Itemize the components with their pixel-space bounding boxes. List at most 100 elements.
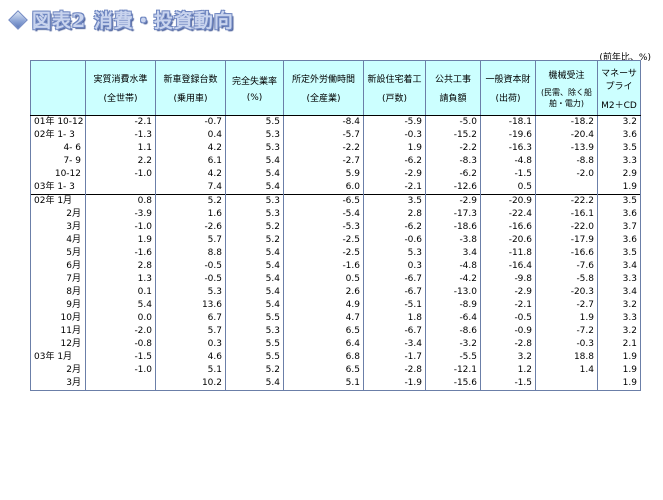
table-cell: 4.2	[155, 168, 226, 181]
row-label: 2月	[30, 208, 86, 221]
table-cell: 5.3	[225, 194, 284, 208]
table-cell: 3.6	[597, 234, 641, 247]
row-label: 03年 1- 3	[30, 181, 86, 195]
column-header-title: 新車登録台数	[163, 75, 218, 85]
table-cell: 5.4	[225, 260, 284, 273]
table-cell: -16.3	[480, 142, 536, 155]
row-label: 03年 1月	[30, 351, 86, 364]
table-cell: -5.9	[363, 115, 426, 129]
table-row: 6月 2.8 -0.5 5.4 -1.6 0.3 -4.8 -16.4 -7.6 3.4	[30, 260, 641, 273]
table-cell: -16.4	[480, 260, 536, 273]
table-cell: -3.2	[425, 338, 481, 351]
table-cell: -5.5	[425, 351, 481, 364]
table-cell: 5.4	[225, 155, 284, 168]
table-cell: 1.2	[480, 364, 536, 377]
table-cell: -0.6	[363, 234, 426, 247]
table-cell: -20.4	[535, 129, 598, 142]
table-cell: 3.3	[597, 155, 641, 168]
table-cell: 1.9	[597, 377, 641, 391]
table-cell: 0.1	[85, 286, 156, 299]
table-cell: -5.3	[283, 221, 364, 234]
table-cell	[85, 181, 156, 195]
table-cell: -1.3	[85, 129, 156, 142]
column-header-title: 一般資本財	[485, 75, 531, 85]
row-label: 10月	[30, 312, 86, 325]
table-cell: 5.4	[85, 299, 156, 312]
row-label: 4- 6	[30, 142, 86, 155]
table-cell: 5.4	[225, 181, 284, 195]
table-cell: 4.9	[283, 299, 364, 312]
table-cell: 0.4	[155, 129, 226, 142]
table-cell: -4.2	[425, 273, 481, 286]
table-row: 7- 9 2.2 6.1 5.4 -2.7 -6.2 -8.3 -4.8 -8.8 3.3	[30, 155, 641, 168]
table-cell: -7.2	[535, 325, 598, 338]
column-header-subtitle: (全世帯)	[103, 94, 138, 104]
table-cell: 0.3	[363, 260, 426, 273]
table-cell: -2.8	[363, 364, 426, 377]
row-label: 8月	[30, 286, 86, 299]
column-header: 新設住宅着工 (戸数)	[363, 60, 426, 116]
column-header: マネーサプライ M2＋CD	[597, 60, 641, 116]
table-cell: 5.5	[225, 312, 284, 325]
table-cell: 5.7	[155, 325, 226, 338]
table-cell: 5.4	[225, 377, 284, 391]
table-cell: 6.8	[283, 351, 364, 364]
row-label: 4月	[30, 234, 86, 247]
table-cell: -5.0	[425, 115, 481, 129]
table-cell: 5.2	[225, 221, 284, 234]
table-cell: -1.0	[85, 168, 156, 181]
column-header: 公共工事 請負額	[425, 60, 481, 116]
table-cell: -1.6	[283, 260, 364, 273]
table-cell: -1.9	[363, 377, 426, 391]
table-cell: 5.2	[225, 234, 284, 247]
table-cell: 5.5	[225, 351, 284, 364]
table-cell: -16.6	[535, 247, 598, 260]
column-header-title: 機械受注	[548, 70, 585, 81]
column-header-title: 公共工事	[434, 75, 471, 85]
table-cell: 3.5	[363, 194, 426, 208]
table-cell: 5.9	[283, 168, 364, 181]
table-cell: -2.6	[155, 221, 226, 234]
table-cell: -2.2	[425, 142, 481, 155]
table-row: 12月 -0.8 0.3 5.5 6.4 -3.4 -3.2 -2.8 -0.3 2.1	[30, 338, 641, 351]
table-cell: 2.1	[597, 338, 641, 351]
table-cell: 3.4	[597, 260, 641, 273]
row-label: 11月	[30, 325, 86, 338]
table-cell: -9.8	[480, 273, 536, 286]
table-cell: 1.6	[155, 208, 226, 221]
table-cell: -2.0	[535, 168, 598, 181]
table-cell: -2.9	[480, 286, 536, 299]
table-cell: 4.7	[283, 312, 364, 325]
table-cell: -16.6	[480, 221, 536, 234]
table-cell: 1.9	[535, 312, 598, 325]
table-row: 01年 10-12 -2.1 -0.7 5.5 -8.4 -5.9 -5.0 -18.1 -18…	[30, 115, 641, 129]
row-label: 5月	[30, 247, 86, 260]
table-cell: 0.5	[480, 181, 536, 195]
table-cell: -0.7	[155, 115, 226, 129]
column-header-subtitle: M2＋CD	[601, 100, 637, 111]
table-cell: 18.8	[535, 351, 598, 364]
table-row: 11月 -2.0 5.7 5.3 6.5 -6.7 -8.6 -0.9 -7.2 3.2	[30, 325, 641, 338]
table-cell: -7.6	[535, 260, 598, 273]
table-cell: 10.2	[155, 377, 226, 391]
table-row: 3月 10.2 5.4 5.1 -1.9 -15.6 -1.5 1.9	[30, 377, 641, 391]
table-cell: 8.8	[155, 247, 226, 260]
table-cell: 1.8	[363, 312, 426, 325]
table-cell: -6.2	[425, 168, 481, 181]
table-cell: -4.8	[425, 260, 481, 273]
table-cell: -18.6	[425, 221, 481, 234]
table-cell: 5.3	[225, 129, 284, 142]
table-cell: -12.6	[425, 181, 481, 195]
table-cell: -0.3	[535, 338, 598, 351]
table-cell: 3.3	[597, 312, 641, 325]
table-cell: -16.1	[535, 208, 598, 221]
row-label: 9月	[30, 299, 86, 312]
table-row: 3月 -1.0 -2.6 5.2 -5.3 -6.2 -18.6 -16.6 -22.0 3.7	[30, 221, 641, 234]
column-header-subtitle: (民需、除く船舶・電力)	[540, 87, 593, 108]
column-header: 機械受注 (民需、除く船舶・電力)	[535, 60, 598, 116]
column-header-subtitle: (乗用車)	[173, 94, 208, 104]
table-cell: 0.5	[283, 273, 364, 286]
table-cell: 0.8	[85, 194, 156, 208]
table-row: 4- 6 1.1 4.2 5.3 -2.2 1.9 -2.2 -16.3 -13.9 3.5	[30, 142, 641, 155]
table-row: 8月 0.1 5.3 5.4 2.6 -6.7 -13.0 -2.9 -20.3 3.4	[30, 286, 641, 299]
